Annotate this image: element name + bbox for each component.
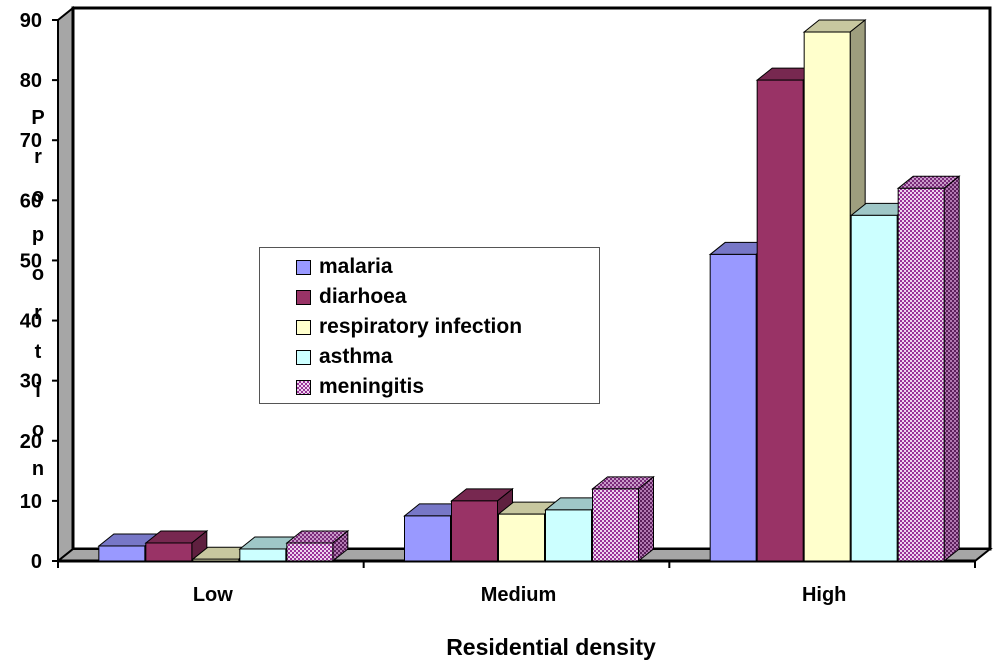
legend-item: meningitis	[296, 374, 424, 400]
y-axis-title-letter: p	[32, 224, 44, 246]
y-tick-label: 60	[20, 190, 42, 212]
legend-item: diarhoea	[296, 284, 407, 310]
y-axis-ticks: 0 10 20 30 40 50 60 70 80 90	[20, 10, 58, 573]
legend-swatch	[296, 379, 311, 395]
bar-front	[545, 509, 592, 562]
legend: malaria diarhoea respiratory infection asth…	[259, 247, 600, 404]
bars	[97, 18, 961, 563]
x-axis-ticks: Low Medium High	[57, 561, 976, 606]
bar-front	[192, 558, 240, 562]
legend-swatch	[296, 349, 311, 365]
bar-front	[239, 548, 287, 562]
x-tick-label: Low	[193, 584, 233, 606]
legend-swatch	[296, 259, 311, 275]
y-axis-title-letter: r	[34, 302, 42, 324]
y-axis-title-letter: o	[32, 419, 44, 441]
legend-label: malaria	[319, 255, 393, 278]
bar-front	[451, 500, 498, 562]
legend-label: respiratory infection	[319, 315, 523, 338]
y-axis-title-letter: r	[34, 146, 42, 168]
bar-side	[638, 475, 654, 563]
bar-front	[592, 488, 639, 562]
y-axis-title-letter: i	[35, 380, 41, 402]
bar	[285, 529, 350, 563]
y-tick-label: 10	[20, 491, 42, 513]
y-tick-label: 40	[20, 311, 42, 333]
bar	[450, 487, 514, 563]
y-axis-title-letter: n	[32, 458, 44, 480]
left-wall	[57, 5, 74, 564]
y-tick-label: 50	[20, 250, 42, 272]
legend-item: asthma	[296, 344, 393, 370]
x-tick-label: High	[802, 584, 846, 606]
bar-front	[709, 253, 757, 562]
bar-side	[943, 175, 960, 563]
bar	[591, 475, 655, 563]
y-axis-title-letter: P	[31, 107, 44, 129]
y-tick-label: 0	[31, 551, 42, 573]
y-tick-label: 20	[20, 431, 42, 453]
legend-swatch	[296, 319, 311, 335]
bar-front	[286, 542, 334, 562]
bar-front	[897, 187, 945, 562]
bar-front	[803, 31, 851, 562]
x-axis-title: Residential density	[446, 634, 656, 660]
y-tick-label: 80	[20, 70, 42, 92]
x-tick-label: Medium	[481, 584, 557, 606]
y-tick-label: 70	[20, 130, 42, 152]
legend-label: meningitis	[319, 375, 425, 398]
bar-front	[404, 515, 451, 562]
y-tick-label: 90	[20, 10, 42, 32]
legend-swatch	[296, 289, 311, 305]
bar-front	[850, 214, 898, 562]
y-axis-title-letter: o	[32, 263, 44, 285]
legend-item: malaria	[296, 254, 393, 280]
y-tick-label: 30	[20, 371, 42, 393]
y-axis-title-letter: o	[32, 185, 44, 207]
bar	[896, 175, 961, 563]
bar-front	[98, 545, 146, 562]
bar	[144, 529, 209, 563]
bar-front	[145, 542, 193, 562]
bar-front	[498, 513, 545, 562]
legend-label: asthma	[319, 345, 393, 368]
legend-label: diarhoea	[319, 285, 407, 308]
y-axis-title-letter: t	[35, 341, 42, 363]
bar-front	[756, 79, 804, 562]
legend-item: respiratory infection	[296, 314, 522, 340]
